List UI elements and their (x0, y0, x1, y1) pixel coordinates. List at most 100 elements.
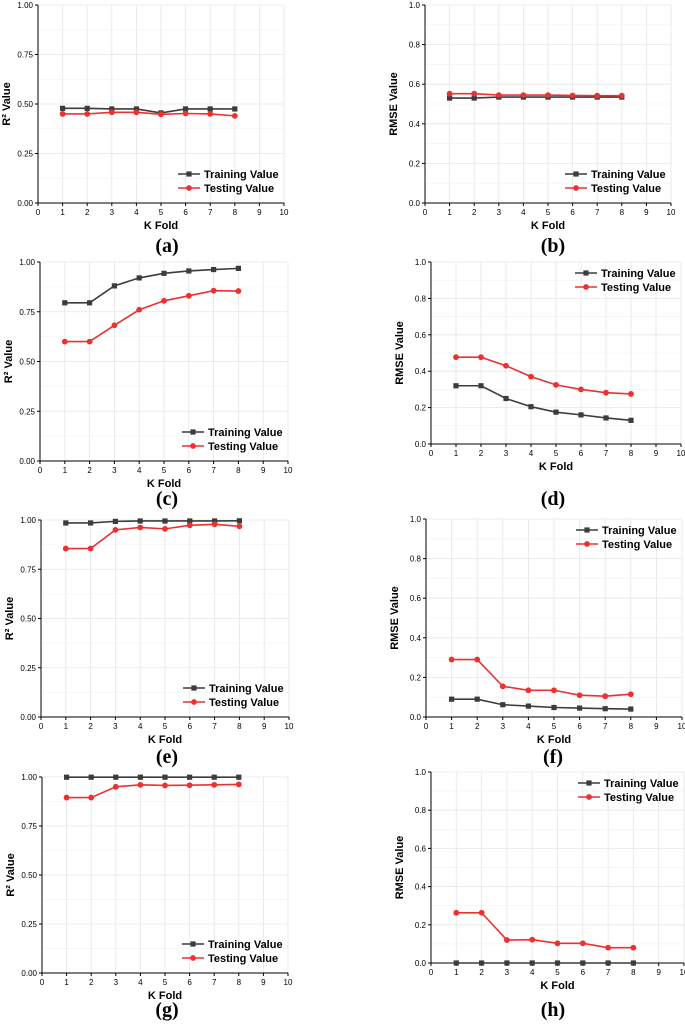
x-tick-label: 8 (620, 208, 625, 217)
x-tick-label: 1 (60, 208, 65, 217)
x-tick-label: 9 (262, 722, 267, 731)
data-point-circle (62, 545, 69, 552)
x-tick-label: 7 (606, 968, 611, 977)
x-tick-label: 3 (110, 208, 115, 217)
x-tick-label: 1 (63, 466, 68, 475)
data-point-circle (545, 92, 551, 98)
x-tick-label: 9 (654, 449, 659, 458)
y-axis-title: RMSE Value (388, 72, 400, 136)
data-point-square (453, 383, 459, 389)
x-tick-label: 4 (138, 978, 143, 987)
data-point-circle (186, 782, 193, 789)
data-point-circle (478, 909, 485, 916)
y-tick-label: 0.4 (409, 120, 421, 129)
legend: Training Value Testing Value (578, 778, 679, 804)
y-tick-label: 0.00 (17, 199, 33, 208)
data-point-square (471, 95, 477, 101)
chart-panel: 0 1 2 3 4 5 6 7 8 9 10 0.0 0.2 0.4 0.6 0.8 1.0 K Fold RMSE… (394, 258, 685, 510)
x-tick-label: 6 (581, 968, 586, 977)
data-point-square (84, 105, 90, 111)
y-tick-label: 0.8 (409, 41, 421, 50)
data-point-circle (453, 354, 459, 361)
chart-panel: 0 1 2 3 4 5 6 7 8 9 10 0.00 0.25 0.50 0.75 1.00 K Fold R²… (5, 773, 293, 1021)
legend-marker-square (583, 270, 589, 276)
x-tick-label: 7 (595, 208, 600, 217)
data-point-circle (158, 111, 164, 118)
x-tick-label: 7 (212, 978, 217, 987)
x-tick-label: 1 (64, 978, 69, 987)
x-tick-label: 0 (429, 449, 434, 458)
chart-panel: 0 1 2 3 4 5 6 7 8 9 10 0.00 0.25 0.50 0.75 1.00 K Fold R²… (1, 1, 289, 257)
x-tick-label: 6 (579, 449, 584, 458)
data-point-square (137, 518, 143, 524)
series-line (451, 658, 631, 698)
legend-label: Training Value (602, 525, 677, 537)
x-tick-label: 2 (475, 722, 480, 731)
data-point-circle (59, 111, 66, 117)
x-tick-label: 3 (112, 466, 117, 475)
data-point-square (211, 774, 217, 780)
legend-marker-square (190, 941, 196, 947)
data-point-circle (579, 940, 586, 947)
data-point-square (88, 774, 94, 780)
x-tick-label: 0 (40, 978, 45, 987)
y-tick-label: 0.00 (19, 457, 35, 466)
y-axis-title: RMSE Value (389, 586, 401, 650)
data-point-circle (602, 693, 609, 700)
y-tick-label: 0.8 (415, 806, 427, 815)
y-tick-label: 0.50 (20, 615, 36, 624)
data-point-circle (207, 111, 214, 117)
y-tick-label: 0.25 (19, 407, 35, 416)
data-point-circle (627, 691, 634, 698)
x-tick-label: 1 (454, 968, 459, 977)
chart-panel: 0 1 2 3 4 5 6 7 8 9 10 0.00 0.25 0.50 0.75 1.00 K Fold R²… (4, 516, 294, 768)
data-point-square (235, 265, 241, 271)
x-tick-label: 9 (656, 968, 661, 977)
data-point-circle (504, 937, 510, 943)
panel-caption: (h) (541, 999, 565, 1021)
x-tick-label: 0 (36, 208, 41, 217)
legend-label: Testing Value (204, 183, 274, 195)
data-point-circle (499, 683, 506, 690)
y-tick-label: 0.75 (17, 51, 33, 60)
legend-label: Training Value (204, 169, 279, 181)
x-axis-title: K Fold (147, 478, 181, 490)
data-point-square (525, 703, 531, 709)
data-point-square (161, 270, 167, 276)
x-tick-label: 5 (159, 208, 164, 217)
y-tick-label: 1.00 (17, 1, 33, 10)
data-point-square (551, 704, 557, 711)
data-point-square (474, 696, 480, 702)
x-tick-label: 4 (137, 466, 142, 475)
x-tick-label: 9 (257, 208, 262, 217)
chart-panel: 0 1 2 3 4 5 6 7 8 9 10 0.0 0.2 0.4 0.6 0.8 1.0 K Fold RMSE… (389, 515, 685, 768)
x-axis-title: K Fold (148, 734, 182, 746)
legend: Training Value Testing Value (182, 939, 283, 965)
data-point-circle (471, 90, 478, 97)
y-tick-label: 1.00 (19, 258, 35, 267)
data-point-circle (474, 656, 481, 663)
data-point-circle (529, 936, 536, 943)
data-point-square (187, 774, 193, 780)
series-line (456, 384, 632, 422)
data-point-circle (186, 522, 193, 529)
x-tick-label: 4 (521, 208, 526, 217)
data-point-circle (137, 524, 144, 531)
x-tick-label: 3 (504, 449, 509, 458)
x-axis-title: K Fold (537, 734, 571, 746)
panel-caption: (a) (155, 235, 178, 257)
x-tick-label: 3 (497, 208, 502, 217)
x-tick-label: 7 (212, 722, 217, 731)
legend-marker-square (191, 685, 197, 691)
x-tick-label: 10 (667, 208, 676, 217)
legend-marker-circle (584, 541, 590, 547)
data-point-square (64, 774, 70, 780)
legend-marker-circle (191, 699, 197, 705)
y-tick-label: 0.2 (409, 159, 421, 168)
y-tick-label: 0.00 (21, 969, 37, 978)
data-point-circle (211, 521, 218, 528)
legend-label: Testing Value (591, 183, 661, 195)
y-tick-label: 0.8 (415, 294, 427, 303)
y-tick-label: 1.0 (410, 515, 422, 524)
x-tick-label: 4 (134, 208, 139, 217)
